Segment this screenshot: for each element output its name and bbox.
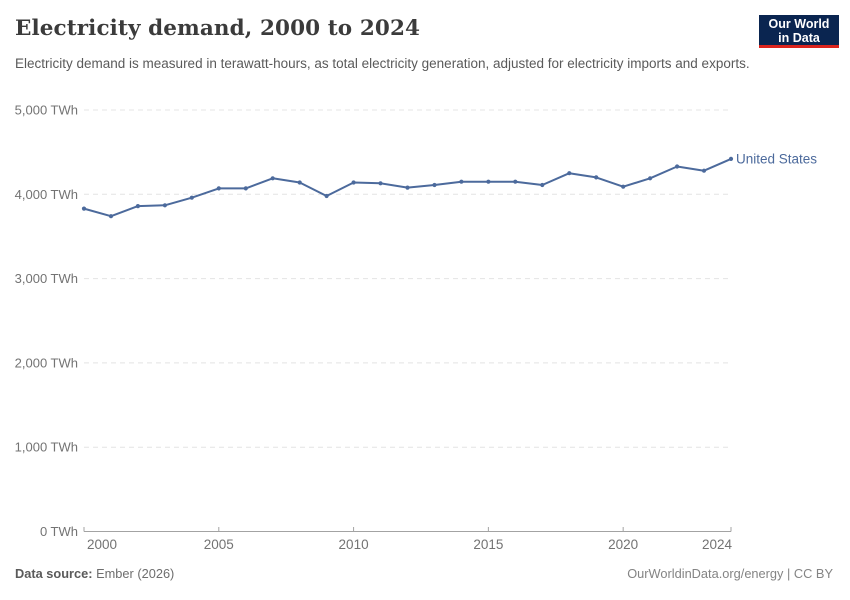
data-point-2009[interactable] — [324, 193, 329, 199]
y-axis-label: 1,000 TWh — [15, 440, 78, 455]
chart-subtitle: Electricity demand is measured in terawa… — [15, 56, 750, 71]
owid-logo-line1: Our World — [768, 17, 830, 31]
data-point-2015[interactable] — [486, 179, 491, 184]
data-point-2003[interactable] — [162, 203, 167, 208]
x-axis-label: 2010 — [339, 537, 369, 552]
data-source-label: Data source: — [15, 566, 93, 581]
data-point-2011[interactable] — [378, 181, 383, 186]
data-source-note: Data source: Ember (2026) — [15, 566, 174, 581]
y-axis-label: 4,000 TWh — [15, 187, 78, 202]
data-point-2019[interactable] — [594, 175, 599, 180]
y-axis-label: 5,000 TWh — [15, 103, 78, 118]
data-point-2001[interactable] — [108, 214, 114, 219]
x-axis-label: 2020 — [608, 537, 638, 552]
data-point-2021[interactable] — [648, 176, 653, 181]
data-point-2018[interactable] — [567, 171, 572, 176]
data-source-value: Ember (2026) — [92, 566, 175, 581]
entity-label[interactable]: United States — [736, 151, 817, 166]
data-point-2006[interactable] — [243, 186, 248, 191]
data-point-2013[interactable] — [432, 182, 437, 188]
y-axis-label: 0 TWh — [40, 524, 78, 539]
footer-license-link[interactable]: OurWorldinData.org/energy | CC BY — [627, 566, 833, 581]
data-point-2024[interactable] — [728, 156, 734, 161]
x-axis-label: 2024 — [702, 537, 733, 552]
y-axis-label: 3,000 TWh — [15, 271, 78, 286]
data-point-2005[interactable] — [216, 186, 221, 191]
owid-logo-line2: in Data — [778, 31, 820, 45]
data-point-2004[interactable] — [189, 195, 194, 200]
data-point-2022[interactable] — [675, 164, 680, 169]
data-point-2010[interactable] — [351, 180, 356, 185]
data-point-2023[interactable] — [701, 168, 707, 173]
x-axis-label: 2000 — [87, 537, 117, 552]
owid-logo[interactable]: Our World in Data — [759, 15, 839, 48]
data-point-2007[interactable] — [270, 176, 275, 181]
chart-title: Electricity demand, 2000 to 2024 — [15, 16, 421, 41]
data-point-2020[interactable] — [621, 184, 626, 189]
data-point-2000[interactable] — [81, 206, 87, 211]
x-axis-label: 2005 — [204, 537, 234, 552]
y-axis-label: 2,000 TWh — [15, 355, 78, 370]
data-point-2012[interactable] — [405, 185, 410, 190]
data-point-2017[interactable] — [540, 182, 545, 188]
data-point-2014[interactable] — [459, 179, 464, 184]
data-point-2008[interactable] — [297, 180, 302, 185]
data-point-2016[interactable] — [513, 179, 518, 184]
x-axis-label: 2015 — [473, 537, 503, 552]
data-point-2002[interactable] — [135, 204, 140, 209]
